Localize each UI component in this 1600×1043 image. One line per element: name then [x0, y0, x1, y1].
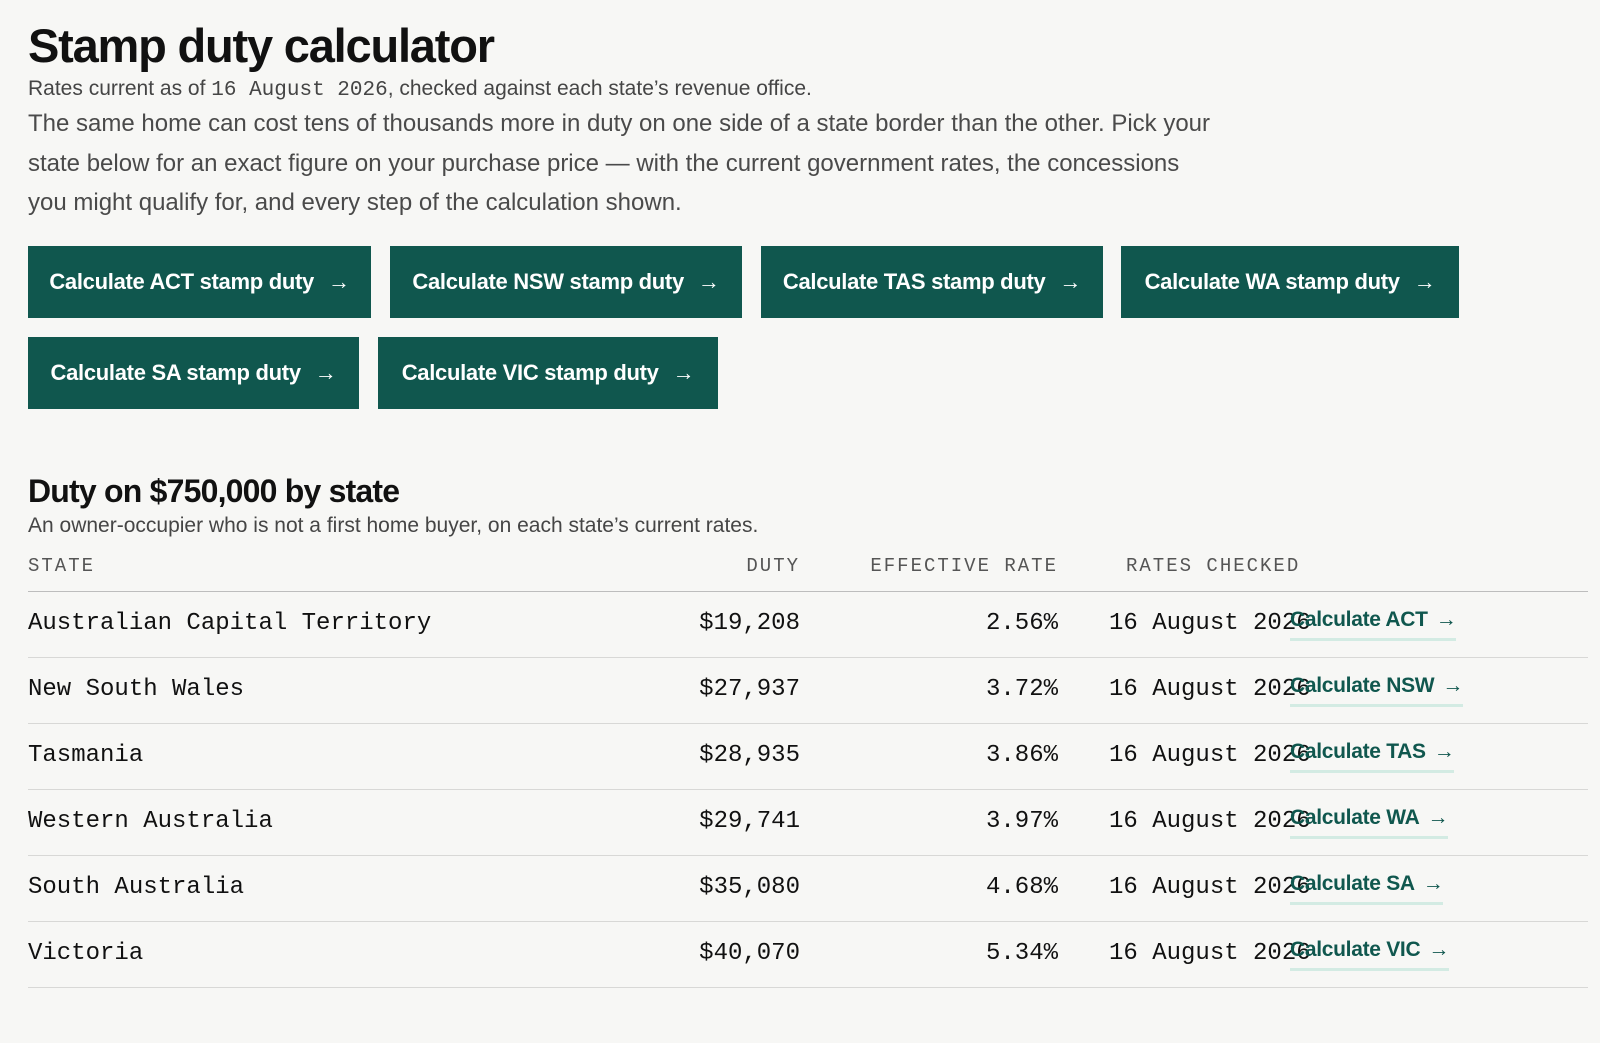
calculate-sa-button[interactable]: Calculate SA stamp duty → [28, 337, 359, 409]
link-label: Calculate ACT [1290, 608, 1428, 631]
column-header-state: STATE [28, 555, 96, 577]
duty-amount: $40,070 [699, 940, 800, 967]
arrow-right-icon: → [314, 360, 337, 385]
rates-checked-date: 16 August 2026 [1109, 940, 1311, 967]
table-row: New South Wales $27,937 3.72% 16 August … [28, 658, 1588, 724]
rates-checked-date: 16 August 2026 [1109, 742, 1311, 769]
table-row: Western Australia $29,741 3.97% 16 Augus… [28, 790, 1588, 856]
column-header-rates-checked: RATES CHECKED [1126, 555, 1301, 577]
table-row: South Australia $35,080 4.68% 16 August … [28, 856, 1588, 922]
rates-checked-date: 16 August 2026 [1109, 676, 1311, 703]
page-title: Stamp duty calculator [28, 19, 495, 72]
arrow-right-icon: → [672, 360, 695, 385]
state-name: New South Wales [28, 676, 245, 703]
calculate-nsw-button[interactable]: Calculate NSW stamp duty → [390, 246, 742, 318]
arrow-right-icon: → [1442, 674, 1464, 697]
calculate-act-button[interactable]: Calculate ACT stamp duty → [28, 246, 371, 318]
rates-checked-date: 16 August 2026 [1109, 874, 1311, 901]
column-header-effective-rate: EFFECTIVE RATE [870, 555, 1058, 577]
rates-checked-date: 16 August 2026 [1109, 808, 1311, 835]
effective-rate: 4.68% [985, 874, 1058, 901]
effective-rate: 3.72% [985, 676, 1058, 703]
button-label: Calculate ACT stamp duty [49, 269, 314, 294]
rates-checked-date: 16 August 2026 [1109, 610, 1311, 637]
duty-amount: $35,080 [699, 874, 800, 901]
link-label: Calculate SA [1290, 872, 1415, 895]
button-label: Calculate NSW stamp duty [412, 269, 684, 294]
arrow-right-icon: → [327, 269, 350, 294]
button-label: Calculate VIC stamp duty [401, 360, 659, 385]
duty-amount: $29,741 [699, 808, 800, 835]
button-label: Calculate TAS stamp duty [782, 269, 1046, 294]
table-header: STATE DUTY EFFECTIVE RATE RATES CHECKED [28, 552, 1588, 592]
arrow-right-icon: → [1428, 938, 1450, 961]
arrow-right-icon: → [1427, 806, 1449, 829]
arrow-right-icon: → [1422, 872, 1444, 895]
table-row: Tasmania $28,935 3.86% 16 August 2026 Ca… [28, 724, 1588, 790]
calculate-act-link[interactable]: Calculate ACT → [1290, 608, 1457, 641]
calculate-wa-link[interactable]: Calculate WA → [1290, 806, 1448, 839]
calculate-tas-button[interactable]: Calculate TAS stamp duty → [761, 246, 1103, 318]
arrow-right-icon: → [1435, 608, 1457, 631]
calculate-sa-link[interactable]: Calculate SA → [1290, 872, 1444, 905]
effective-rate: 3.86% [985, 742, 1058, 769]
button-label: Calculate SA stamp duty [50, 360, 302, 385]
arrow-right-icon: → [1413, 269, 1436, 294]
duty-amount: $19,208 [699, 610, 800, 637]
arrow-right-icon: → [1059, 269, 1082, 294]
rates-current-note: Rates current as of 16 August 2026, chec… [28, 76, 812, 104]
rates-date: 16 August 2026 [211, 79, 388, 102]
state-name: Victoria [28, 940, 144, 967]
rates-suffix: , checked against each state’s revenue o… [387, 77, 812, 100]
calculate-tas-link[interactable]: Calculate TAS → [1290, 740, 1455, 773]
state-name: Australian Capital Territory [28, 610, 432, 637]
link-label: Calculate NSW [1290, 674, 1435, 697]
rates-prefix: Rates current as of [28, 77, 206, 100]
link-label: Calculate WA [1290, 806, 1420, 829]
comparison-subtitle: An owner-occupier who is not a first hom… [28, 514, 759, 537]
calculate-wa-button[interactable]: Calculate WA stamp duty → [1121, 246, 1459, 318]
link-label: Calculate TAS [1290, 740, 1426, 763]
duty-amount: $27,937 [699, 676, 800, 703]
comparison-title: Duty on $750,000 by state [28, 473, 400, 509]
calculate-nsw-link[interactable]: Calculate NSW → [1290, 674, 1463, 707]
arrow-right-icon: → [697, 269, 720, 294]
calculate-vic-link[interactable]: Calculate VIC → [1290, 938, 1449, 971]
intro-paragraph: The same home can cost tens of thousands… [28, 110, 1211, 216]
state-name: Western Australia [28, 808, 273, 835]
arrow-right-icon: → [1433, 740, 1455, 763]
effective-rate: 3.97% [985, 808, 1058, 835]
table-row: Victoria $40,070 5.34% 16 August 2026 Ca… [28, 922, 1588, 988]
duty-amount: $28,935 [699, 742, 800, 769]
state-name: South Australia [28, 874, 245, 901]
state-name: Tasmania [28, 742, 144, 769]
calculate-vic-button[interactable]: Calculate VIC stamp duty → [378, 337, 718, 409]
effective-rate: 2.56% [985, 610, 1058, 637]
column-header-duty: DUTY [746, 555, 800, 577]
effective-rate: 5.34% [985, 940, 1058, 967]
link-label: Calculate VIC [1290, 938, 1421, 961]
button-label: Calculate WA stamp duty [1144, 269, 1400, 294]
table-row: Australian Capital Territory $19,208 2.5… [28, 592, 1588, 658]
